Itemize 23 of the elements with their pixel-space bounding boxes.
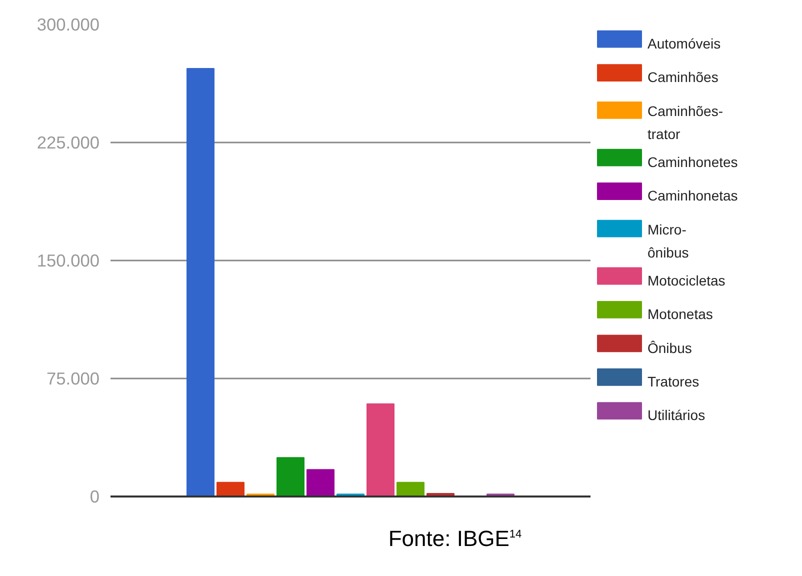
legend-label: Micro-ônibus — [648, 221, 689, 261]
legend-label: Motonetas — [648, 306, 713, 322]
legend-label: Automóveis — [648, 35, 721, 52]
bar — [366, 403, 394, 496]
legend-label: Ônibus — [648, 340, 692, 356]
bar — [306, 469, 334, 496]
source-note: Fonte: IBGE$^{14}$ — [388, 525, 522, 553]
legend-label: Caminhões-trator — [648, 102, 724, 142]
bar — [396, 482, 424, 496]
y-tick-label: 225.000 — [36, 132, 100, 152]
legend-label: Tratores — [648, 373, 700, 390]
legend-label: Utilitários — [648, 407, 706, 424]
y-tick-label: 150.000 — [36, 250, 100, 270]
bar — [276, 457, 304, 496]
legend-label: Caminhonetas — [648, 188, 738, 204]
y-tick-label: 75.000 — [46, 368, 100, 388]
y-tick-label: 300.000 — [36, 14, 100, 34]
bar — [216, 482, 244, 496]
y-tick-label: 0 — [90, 486, 100, 506]
legend-label: Caminhões — [648, 69, 718, 86]
legend-label: Motocicletas — [648, 272, 726, 288]
legend-label: Caminhonetes — [648, 154, 738, 170]
bar — [186, 68, 214, 496]
